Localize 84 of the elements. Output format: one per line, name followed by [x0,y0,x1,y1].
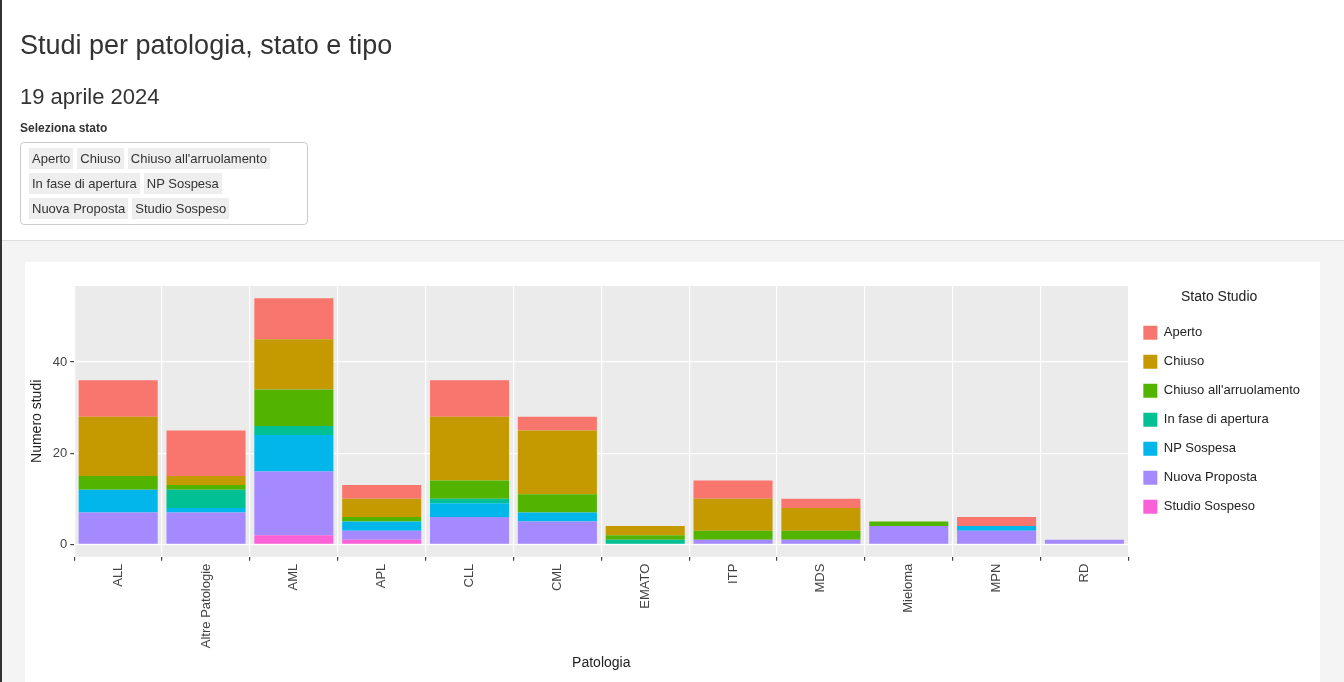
bar [605,535,685,540]
x-tick-label: AML [285,563,301,591]
x-tick-label: CML [548,563,564,592]
bar [254,389,334,426]
bar [693,539,773,544]
legend-label: Chiuso [1163,353,1205,369]
x-tick-label: ALL [109,563,125,587]
x-tick-label: APL [373,563,389,589]
x-tick-label: MPN [988,563,1004,593]
bar [1044,539,1124,544]
bar [957,517,1037,527]
x-tick-label: RD [1075,563,1091,583]
bar [430,480,510,499]
bar [781,530,861,540]
x-tick-label: CLL [461,563,477,588]
bar [869,526,949,544]
bar [517,430,597,495]
bar [254,425,334,435]
x-tick-label: Altre Patologie [197,563,213,649]
text: Studio Sospeso [135,201,227,216]
text: In fase di apertura [32,176,137,191]
x-tick-label: ITP [724,563,740,584]
bar [254,298,334,340]
bar [342,485,422,499]
text: Seleziona stato [20,121,108,135]
bar [693,498,773,531]
bar [342,539,422,544]
bar [430,517,510,544]
bar [781,539,861,544]
bar [166,430,246,476]
bar [605,526,685,536]
legend-label: In fase di apertura [1163,411,1270,427]
bar [517,512,597,522]
bar [957,526,1037,531]
bar [78,489,158,513]
bar [430,380,510,417]
bar [342,517,422,522]
bar [342,521,422,531]
text: Nuova Proposta [32,201,126,216]
bar [342,498,422,518]
bar [957,530,1037,544]
bar [693,480,773,499]
bar [166,512,246,544]
y-tick-label: 0 [60,535,68,551]
bar [166,485,246,490]
bar [78,512,158,544]
bar [517,494,597,513]
bar [166,489,246,508]
y-tick-label: 40 [52,353,68,369]
y-axis-title: Numero studi [28,379,45,463]
legend-label: Nuova Proposta [1163,469,1258,485]
text: Chiuso all'arruolamento [130,151,267,166]
text: Chiuso [80,151,121,166]
x-tick-label: EMATO [636,563,652,609]
legend-label: Aperto [1163,324,1203,340]
legend-label: Studio Sospeso [1163,498,1255,514]
chart-subtitle: 19 aprile 2024 [20,84,160,110]
bar [78,476,158,490]
bar [781,507,861,531]
text: NP Sospesa [146,176,219,191]
bar [517,416,597,431]
bar [693,530,773,540]
bar [254,535,334,544]
bar [254,471,334,536]
bar [78,416,158,476]
bar [342,530,422,540]
chart-title: Studi per patologia, stato e tipo [20,30,393,61]
legend-label: Chiuso all'arruolamento [1163,382,1301,398]
y-tick-label: 20 [52,444,68,460]
legend-label: NP Sospesa [1163,440,1237,456]
bar [430,503,510,518]
x-tick-label: Mieloma [900,562,916,613]
bar [254,434,334,472]
bar [781,498,861,508]
bar [605,539,685,544]
bar [430,416,510,481]
bar [517,521,597,544]
bar [166,476,246,486]
x-axis-title: Patologia [572,654,631,671]
x-tick-label: MDS [812,563,828,593]
text: Aperto [32,151,71,166]
bar [254,339,334,390]
legend-title: Stato Studio [1181,287,1258,304]
bar [78,380,158,417]
